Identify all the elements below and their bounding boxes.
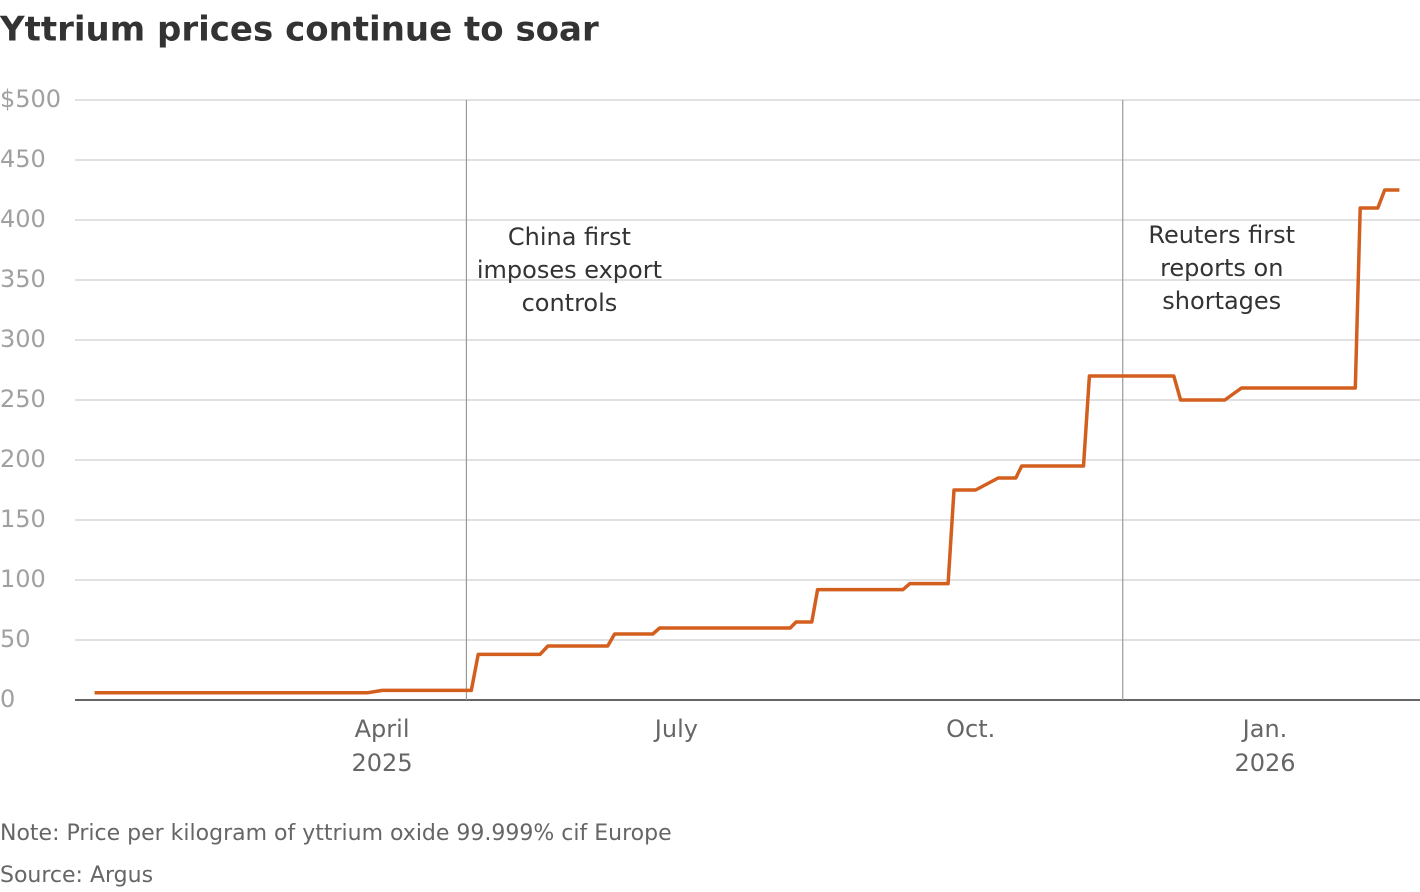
x-tick-label: April [355,715,410,743]
x-tick-label: Oct. [946,715,995,743]
source: Source: Argus [0,863,153,888]
note: Note: Price per kilogram of yttrium oxid… [0,821,672,846]
y-tick-label: $500 [0,85,61,113]
y-tick-label: 150 [0,505,46,533]
annotation-text: shortages [1162,287,1281,315]
x-tick-year: 2026 [1234,749,1295,777]
annotation-text: controls [522,289,618,317]
y-tick-label: 250 [0,385,46,413]
y-tick-label: 200 [0,445,46,473]
annotation-text: Reuters first [1148,221,1295,249]
y-tick-label: 400 [0,205,46,233]
annotation-text: reports on [1160,254,1283,282]
chart-title: Yttrium prices continue to soar [0,10,599,50]
y-tick-label: 50 [0,625,31,653]
y-tick-label: 450 [0,145,46,173]
annotation-text: China first [508,223,631,251]
y-tick-label: 300 [0,325,46,353]
annotation-text: imposes export [477,256,662,284]
x-tick-label: Jan. [1241,715,1288,743]
price-line [94,188,1400,695]
x-tick-label: July [653,715,698,743]
y-tick-label: 350 [0,265,46,293]
y-tick-label: 100 [0,565,46,593]
y-tick-label: 0 [0,685,15,713]
x-tick-year: 2025 [352,749,413,777]
